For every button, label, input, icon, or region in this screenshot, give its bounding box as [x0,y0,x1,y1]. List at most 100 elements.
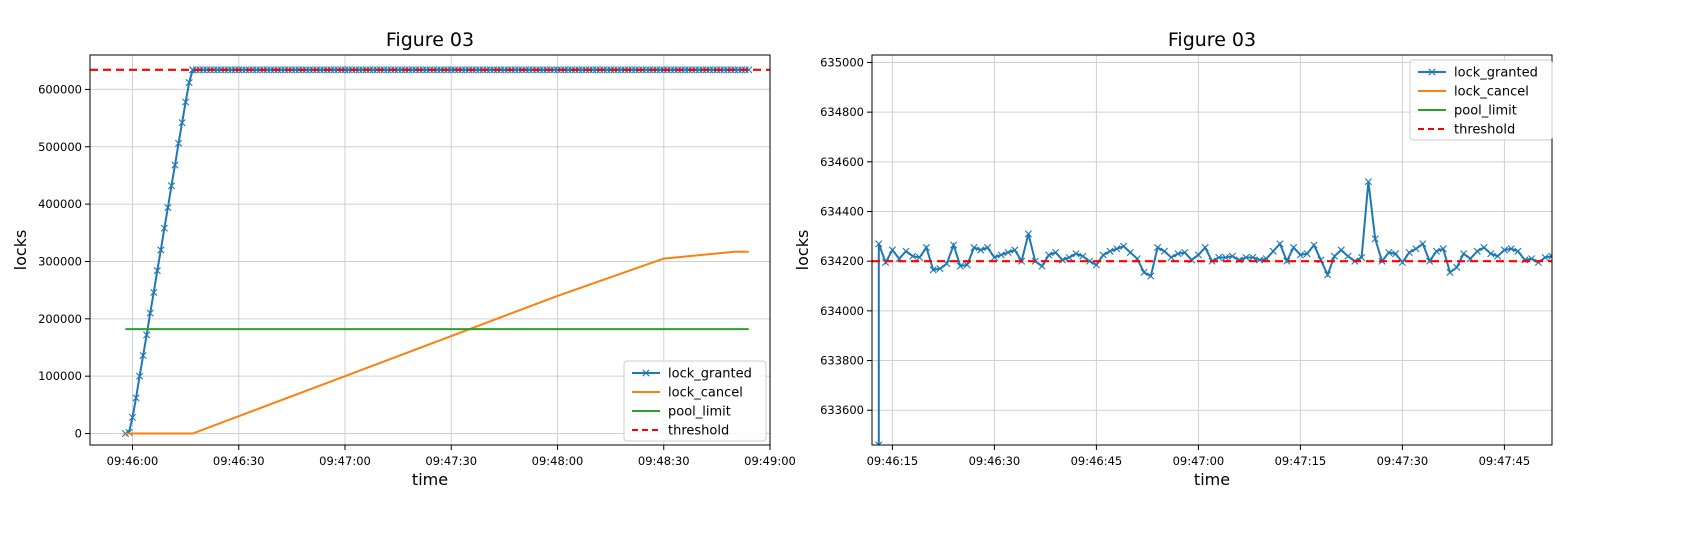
legend-label-pool_limit: pool_limit [668,405,731,420]
data-point-lock_granted [1541,253,1549,262]
y-tick-label: 633600 [820,403,864,417]
data-point-lock_granted [1194,251,1202,259]
data-point-lock_granted [1276,240,1284,248]
data-point-lock_granted [1405,248,1413,257]
data-point-lock_granted [1446,268,1454,276]
data-point-lock_granted [143,331,151,339]
chart-2: 09:46:15 09:46:30 09:46:45 09:47:00 09:47:15… [793,29,1562,489]
plot-area [90,66,770,438]
data-point-lock_granted [1174,250,1182,258]
data-point-lock_granted [135,372,144,380]
y-tick-label: 634000 [820,304,864,318]
x-tick-label: 09:47:30 [425,454,477,468]
data-point-lock_granted [1160,247,1168,255]
data-point-lock_granted [997,251,1005,259]
data-point-lock_granted [1147,272,1155,280]
data-point-lock_granted [1092,261,1100,269]
y-tick-label: 634600 [820,155,864,169]
data-point-lock_granted [1303,250,1311,258]
data-point-lock_granted [936,265,944,273]
data-point-lock_granted [929,266,937,274]
data-point-lock_granted [174,139,183,147]
y-tick-label: 633800 [820,354,864,368]
plot-area [872,178,1562,445]
data-point-lock_granted [875,240,883,248]
data-point-lock_granted [153,267,161,275]
data-point-lock_granted [1398,258,1406,267]
data-point-lock_granted [888,246,896,254]
data-point-lock_granted [1099,251,1107,259]
data-point-lock_granted [1514,247,1522,255]
data-point-lock_granted [990,253,998,262]
x-tick-label: 09:46:30 [969,454,1021,468]
x-tick-label: 09:46:15 [867,454,919,468]
data-point-lock_granted [1473,247,1481,255]
data-point-lock_granted [1167,253,1175,262]
data-point-lock_granted [1371,235,1379,243]
y-tick-label: 400000 [38,197,82,211]
data-point-lock_granted [171,161,179,169]
legend-box [623,360,767,442]
legend-marker [1428,68,1436,76]
data-point-lock_granted [1228,252,1236,260]
data-point-lock_granted [1426,257,1434,265]
data-point-lock_granted [1222,253,1230,262]
data-point-lock_granted [1072,250,1080,258]
data-point-lock_granted [1324,271,1332,279]
y-tick-label: 500000 [38,140,82,154]
data-point-lock_granted [1310,241,1318,249]
data-point-lock_granted [970,243,978,252]
data-point-lock_granted [909,252,917,260]
x-tick-label: 09:46:30 [213,454,265,468]
data-point-lock_granted [160,224,168,232]
x-tick-label: 09:47:45 [1479,454,1531,468]
x-tick-label: 09:47:15 [1275,454,1327,468]
data-point-lock_granted [1419,240,1427,248]
data-point-lock_granted [1065,253,1073,262]
data-point-lock_granted [1181,248,1189,257]
legend: lock_granted lock_cancel pool_limitthresho… [1409,59,1553,141]
legend-label-threshold: threshold [1454,123,1515,138]
data-point-lock_granted [1011,246,1019,254]
data-point-lock_granted [1154,243,1162,252]
legend-label-lock_cancel: lock_cancel [668,386,743,401]
x-tick-label: 09:49:00 [744,454,796,468]
y-tick-label: 634800 [820,105,864,119]
data-point-lock_granted [1460,250,1468,258]
y-tick-label: 600000 [38,82,82,96]
data-point-lock_granted [1337,246,1345,254]
legend-label-lock_cancel: lock_cancel [1454,85,1529,100]
data-point-lock_granted [1242,253,1250,262]
data-point-lock_granted [1432,247,1440,255]
data-point-lock_granted [916,253,924,262]
legend-label-lock_granted: lock_granted [668,367,752,382]
data-point-lock_granted [1344,252,1352,260]
chart-title: Figure 03 [386,29,474,51]
data-point-lock_granted [1507,245,1515,253]
data-point-lock_granted [1045,251,1053,259]
data-point-lock_granted [1140,268,1148,276]
legend-label-threshold: threshold [668,424,729,439]
x-tick-label: 09:47:00 [1173,454,1225,468]
series-line-lock_granted [877,181,1552,445]
data-point-lock_granted [1500,246,1508,254]
data-point-lock_granted [1126,248,1134,257]
data-point-lock_granted [1201,243,1209,252]
y-axis-label: locks [11,230,30,271]
series-line-lock_cancel [125,250,749,435]
axes-frame [871,54,1553,446]
data-point-lock_granted [1487,250,1495,258]
x-tick-label: 09:48:30 [638,454,690,468]
data-point-lock_granted [1113,245,1121,253]
y-tick-label: 100000 [38,369,82,383]
y-tick-label: 300000 [38,254,82,268]
data-point-lock_granted [150,288,158,297]
data-point-lock_granted [1392,250,1400,258]
data-point-lock_granted [950,241,958,249]
legend-label-pool_limit: pool_limit [1454,104,1517,119]
data-point-lock_granted [1556,248,1562,254]
data-point-lock_granted [1548,252,1552,260]
data-point-lock_granted [1412,245,1420,253]
data-point-lock_granted [1494,252,1502,260]
